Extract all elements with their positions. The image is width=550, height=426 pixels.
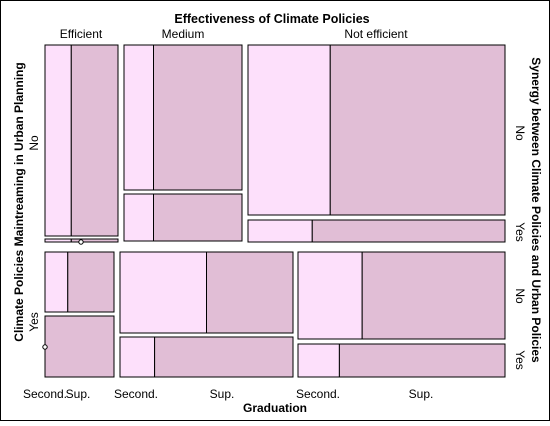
effectiveness-label-efficient: Efficient	[60, 27, 103, 41]
tile-yes-not-efficient-yes-sup	[338, 343, 506, 378]
tile-no-not-efficient-no-sup	[329, 44, 506, 216]
tile-no-medium-no-second	[123, 44, 154, 191]
maintreaming-label-yes: Yes	[27, 312, 41, 332]
tile-yes-medium-yes-sup	[154, 336, 294, 378]
mosaic-tiles	[42, 44, 506, 378]
chart-title: Effectiveness of Climate Policies	[174, 12, 369, 26]
tile-no-efficient-yes-sup	[70, 238, 119, 243]
synergy-label-top-no: No	[513, 125, 527, 141]
tile-yes-efficient-no-second	[44, 251, 69, 313]
ylabel-right: Synergy between Climate Policies and Urb…	[529, 57, 543, 363]
graduation-tick-2: Sup.	[66, 387, 91, 401]
tile-no-medium-no-sup	[153, 44, 243, 191]
maintreaming-label-no: No	[27, 135, 41, 151]
tile-yes-not-efficient-yes-second	[297, 343, 340, 378]
tile-yes-efficient-yes	[44, 315, 115, 378]
tile-no-not-efficient-yes-second	[247, 219, 313, 243]
tile-no-medium-yes-sup	[153, 193, 243, 242]
tile-yes-medium-yes-second	[119, 336, 156, 378]
tile-no-efficient-yes-second	[44, 238, 72, 243]
tile-no-medium-yes	[123, 193, 243, 242]
tile-yes-efficient-no	[44, 251, 115, 313]
effectiveness-label-medium: Medium	[162, 27, 205, 41]
tile-no-efficient-no-second	[44, 44, 72, 237]
tile-no-not-efficient-yes-sup	[311, 219, 506, 243]
tile-no-medium-yes-second	[123, 193, 154, 242]
graduation-tick-3: Second.	[114, 387, 158, 401]
synergy-label-bottom-yes: Yes	[513, 350, 527, 370]
tile-no-efficient-no-sup	[70, 44, 119, 237]
empty-cell-marker-2	[42, 344, 48, 350]
tile-yes-medium-no-second	[119, 251, 207, 334]
tile-yes-medium-no	[119, 251, 294, 334]
tile-no-not-efficient-no-second	[247, 44, 331, 216]
graduation-tick-4: Sup.	[210, 387, 235, 401]
graduation-tick-6: Sup.	[409, 387, 434, 401]
tile-no-not-efficient-no	[247, 44, 506, 216]
xlabel: Graduation	[243, 401, 307, 415]
synergy-label-bottom-no: No	[513, 288, 527, 304]
tile-no-not-efficient-yes	[247, 219, 506, 243]
tile-no-medium-no	[123, 44, 243, 191]
tile-no-efficient-yes	[44, 238, 119, 243]
graduation-tick-1: Second.	[23, 387, 67, 401]
synergy-label-top-yes: Yes	[513, 222, 527, 242]
tile-yes-efficient-yes-sup	[44, 315, 115, 378]
tile-yes-efficient-no-sup	[67, 251, 115, 313]
tile-yes-medium-no-sup	[206, 251, 294, 334]
graduation-tick-5: Second.	[296, 387, 340, 401]
effectiveness-label-not-efficient: Not efficient	[344, 27, 408, 41]
ylabel-left: Climate Policies Maintreaming in Urban P…	[12, 62, 26, 341]
tile-yes-not-efficient-no-second	[297, 251, 363, 340]
tile-no-efficient-no	[44, 44, 119, 237]
tile-yes-not-efficient-no-sup	[361, 251, 506, 340]
tile-yes-not-efficient-yes	[297, 343, 506, 378]
tile-yes-medium-yes	[119, 336, 294, 378]
tile-yes-not-efficient-no	[297, 251, 506, 340]
empty-cell-marker-1	[78, 239, 84, 245]
